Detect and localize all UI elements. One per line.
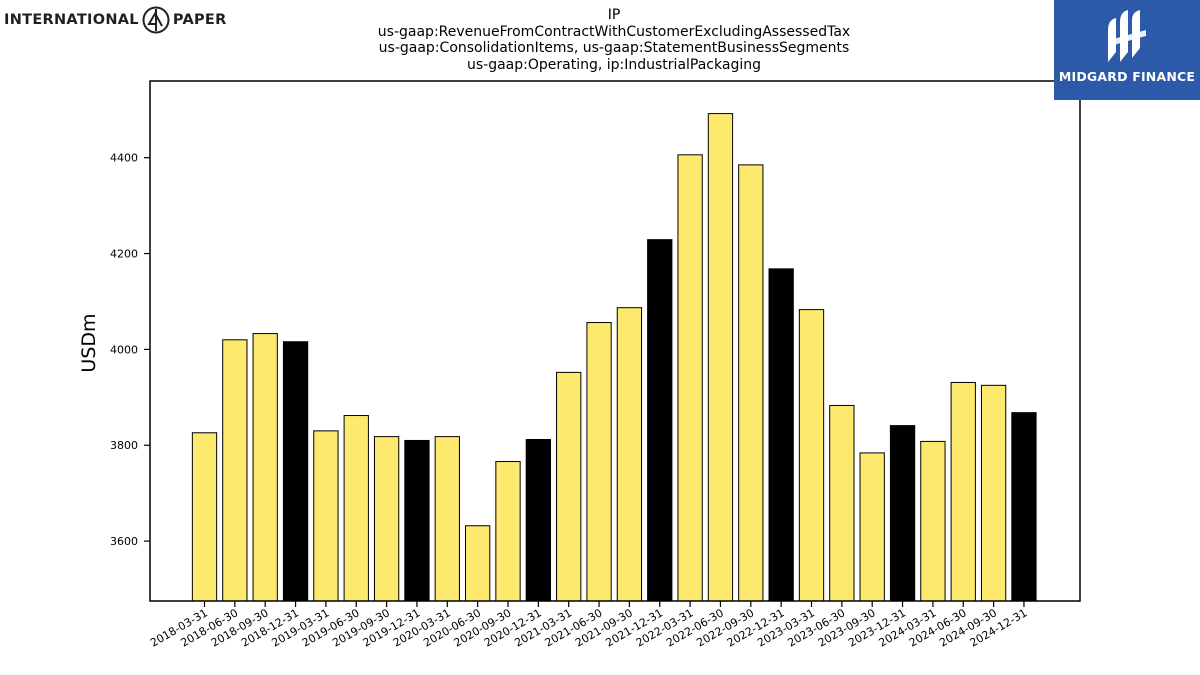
bar	[616, 307, 643, 602]
bar	[586, 322, 612, 602]
bar	[920, 440, 946, 602]
y-tick-label: 4400	[110, 152, 138, 165]
midgard-emblem-icon	[1108, 10, 1146, 62]
bar	[950, 381, 976, 602]
chart-title: IP us-gaap:RevenueFromContractWithCustom…	[314, 7, 914, 73]
y-tick-label: 4200	[110, 248, 138, 261]
title-line-2: us-gaap:RevenueFromContractWithCustomerE…	[377, 23, 851, 40]
bar	[889, 425, 916, 602]
logo-word-paper: PAPER	[172, 12, 227, 28]
bar	[495, 461, 521, 602]
y-tick-label: 4000	[110, 343, 138, 356]
bar	[313, 430, 339, 602]
bar	[647, 239, 673, 602]
y-tick-label: 3600	[110, 535, 138, 548]
bar	[191, 432, 218, 602]
title-line-4: us-gaap:Operating, ip:IndustrialPackagin…	[467, 56, 761, 73]
bar	[525, 438, 552, 602]
plot-frame	[149, 80, 1081, 602]
bar	[980, 384, 1007, 602]
bar	[859, 452, 885, 602]
bar	[677, 154, 703, 602]
y-axis-label: USDm	[78, 313, 100, 372]
bar	[282, 341, 309, 602]
midgard-finance-label: MIDGARD FINANCE	[1058, 69, 1196, 84]
bar	[222, 339, 248, 602]
bar	[343, 415, 369, 602]
y-tick-label: 3800	[110, 439, 138, 452]
bar	[768, 268, 794, 602]
bar	[1011, 412, 1037, 602]
bar	[556, 371, 582, 602]
ip-emblem-icon	[142, 6, 170, 34]
bar	[798, 309, 825, 602]
title-line-3: us-gaap:ConsolidationItems, us-gaap:Stat…	[378, 40, 850, 56]
logo-word-international: INTERNATIONAL	[4, 12, 139, 28]
bar	[829, 404, 855, 602]
bar	[373, 436, 400, 602]
bar	[404, 439, 430, 602]
international-paper-logo: INTERNATIONAL PAPER	[4, 4, 227, 36]
bar	[707, 113, 734, 602]
midgard-finance-logo: MIDGARD FINANCE	[1054, 0, 1200, 100]
bar	[738, 164, 764, 602]
title-line-1: IP	[607, 7, 621, 23]
bar	[252, 333, 278, 602]
bar	[434, 436, 460, 602]
bar	[465, 525, 491, 602]
